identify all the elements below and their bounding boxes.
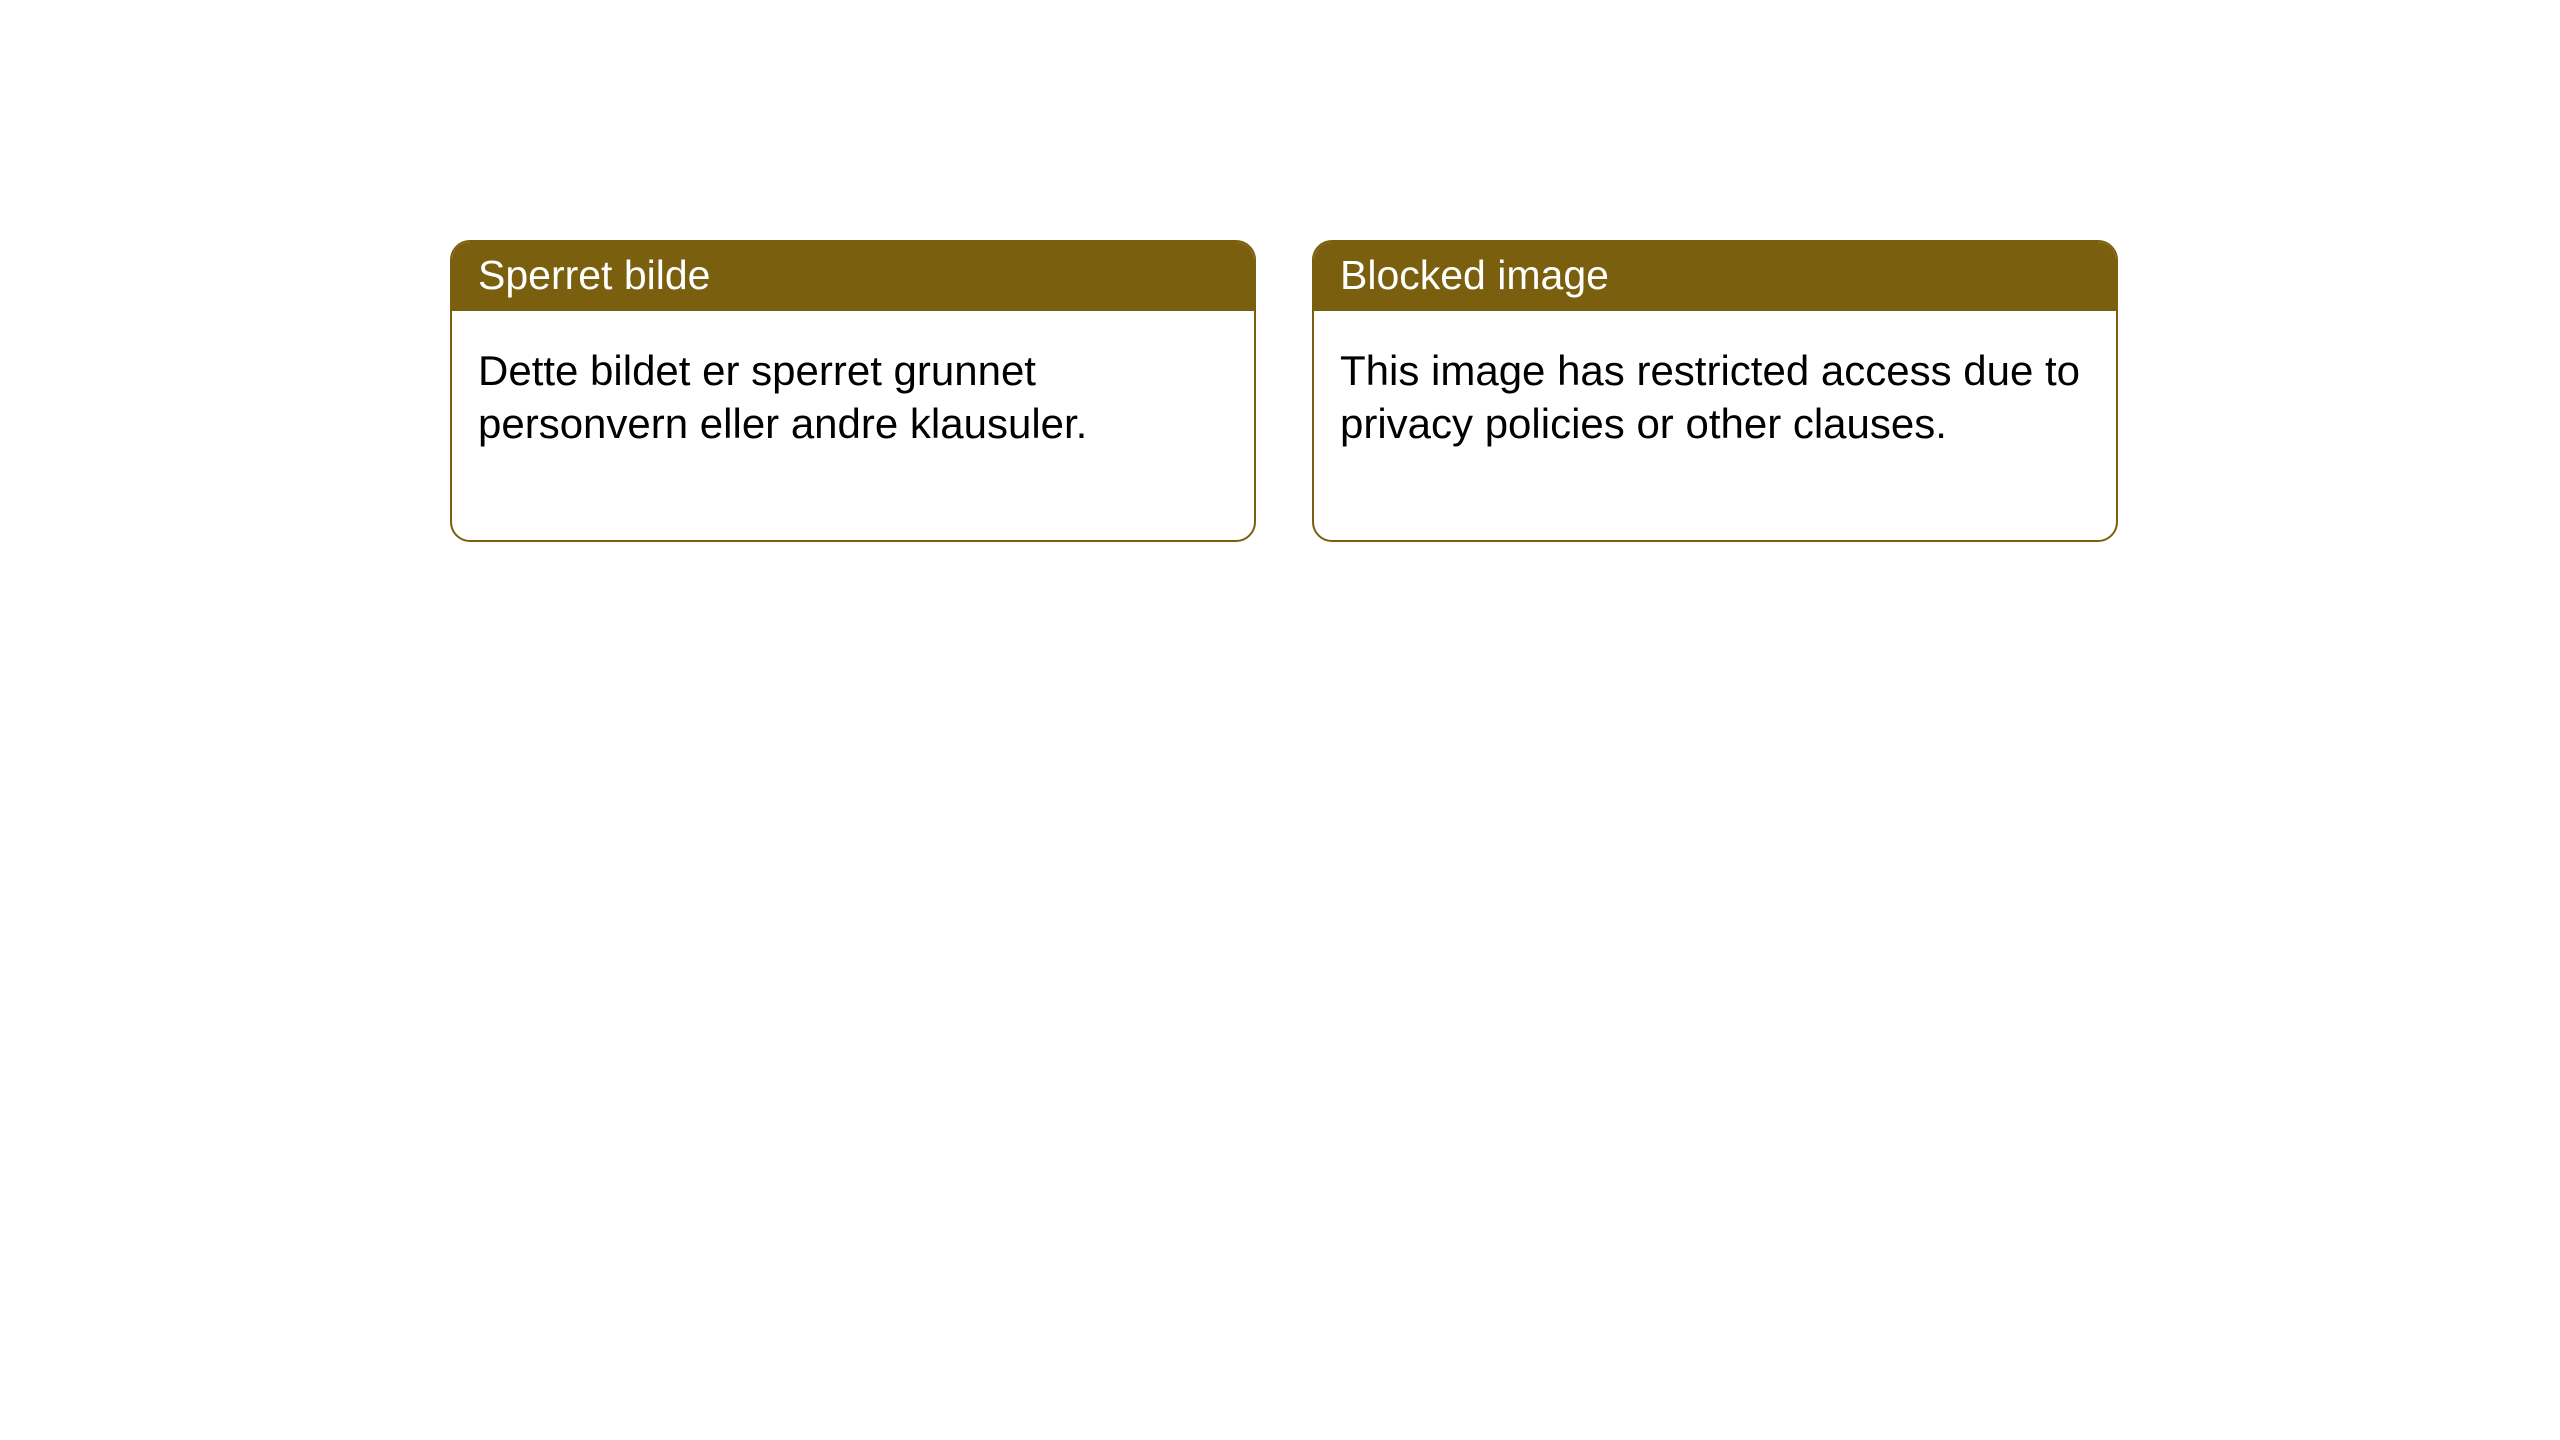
card-header-en: Blocked image — [1314, 242, 2116, 311]
card-body-no: Dette bildet er sperret grunnet personve… — [452, 311, 1254, 540]
card-header-no: Sperret bilde — [452, 242, 1254, 311]
card-body-en: This image has restricted access due to … — [1314, 311, 2116, 540]
notice-cards-container: Sperret bilde Dette bildet er sperret gr… — [450, 240, 2118, 542]
blocked-image-card-en: Blocked image This image has restricted … — [1312, 240, 2118, 542]
blocked-image-card-no: Sperret bilde Dette bildet er sperret gr… — [450, 240, 1256, 542]
